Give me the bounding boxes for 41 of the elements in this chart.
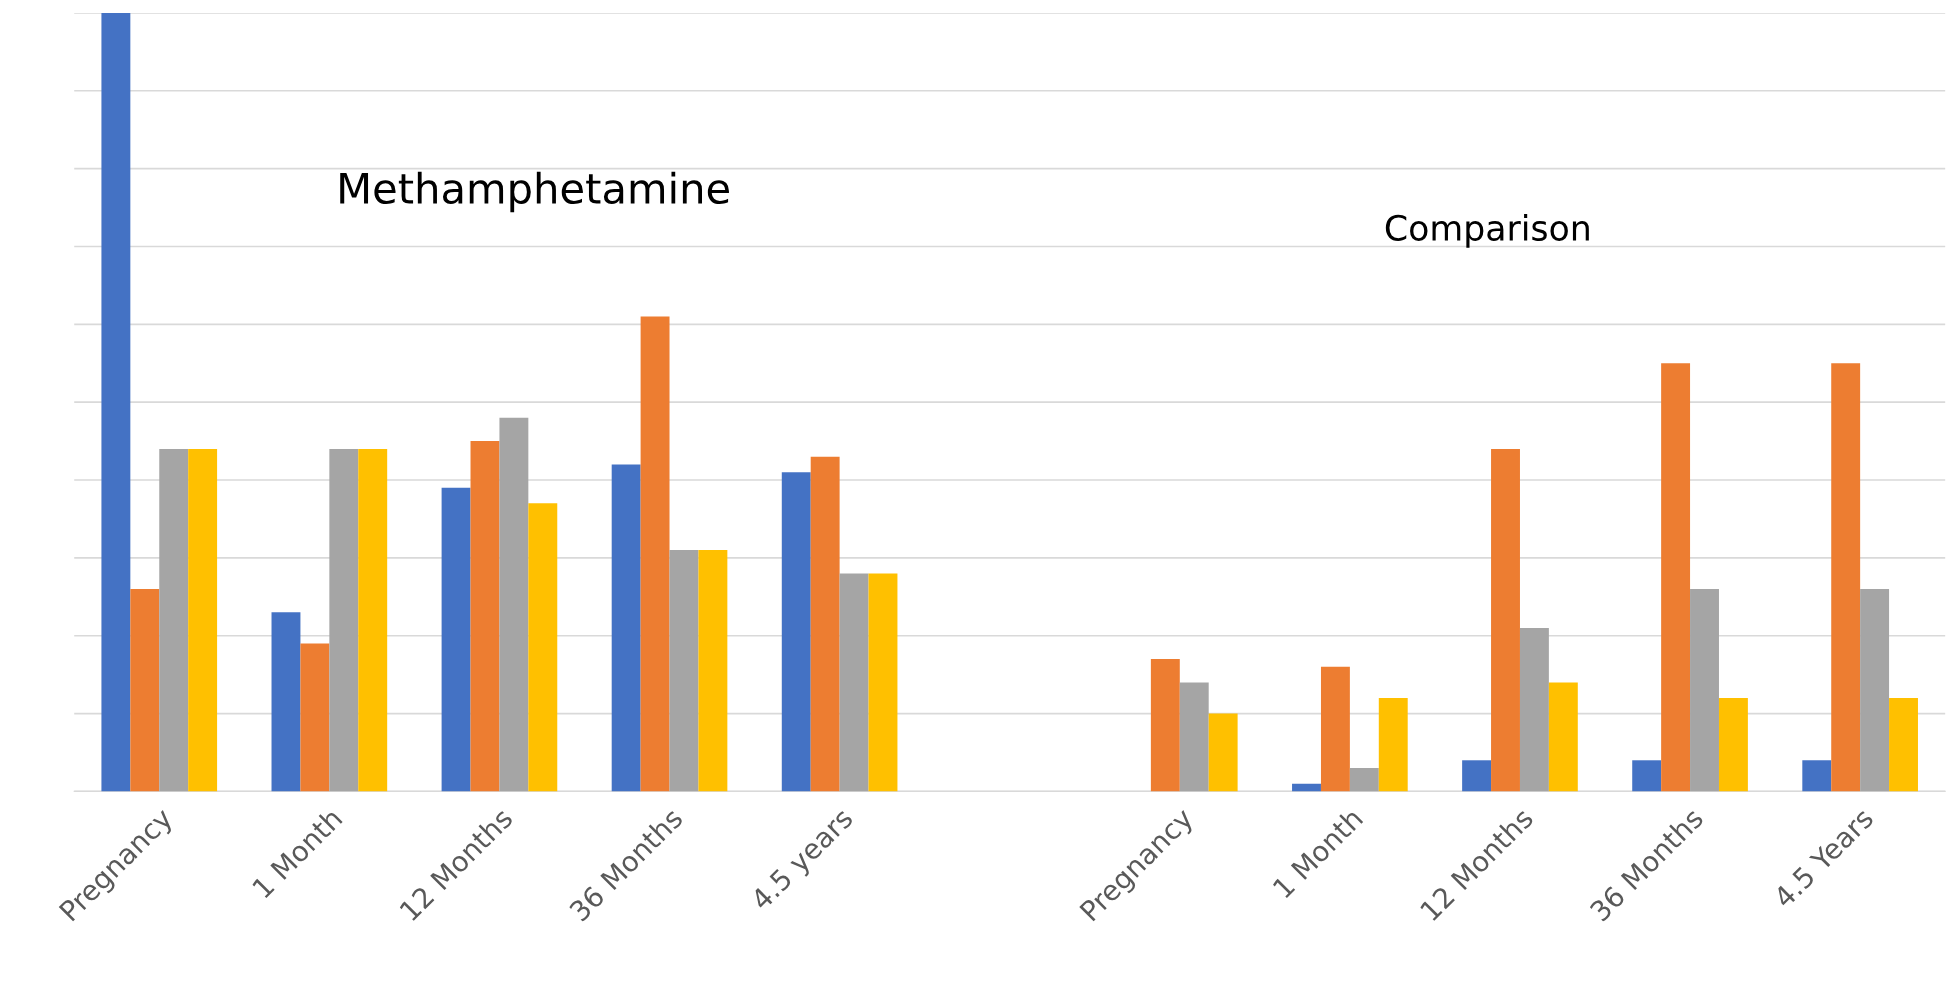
bar	[1519, 627, 1549, 792]
bar	[669, 550, 699, 792]
bar	[781, 472, 811, 792]
bar	[1889, 698, 1918, 792]
bar	[868, 573, 898, 792]
bar	[101, 12, 131, 792]
bar	[329, 448, 359, 792]
bar	[1661, 363, 1691, 792]
bar	[698, 550, 728, 792]
bar	[441, 487, 471, 792]
bar	[839, 573, 869, 792]
bar	[1802, 760, 1832, 792]
bar	[1179, 682, 1209, 792]
bar	[130, 589, 160, 792]
bar	[358, 448, 388, 792]
bar	[300, 643, 330, 792]
bar	[1690, 589, 1719, 792]
bar	[188, 448, 218, 792]
bar	[1378, 698, 1408, 792]
bar	[1831, 363, 1861, 792]
bar	[271, 612, 301, 792]
bar	[528, 503, 558, 792]
bar	[640, 316, 670, 792]
bar	[499, 417, 529, 792]
bar	[1462, 760, 1492, 792]
bar	[1208, 713, 1238, 792]
bar	[1548, 682, 1578, 792]
annotation: Methamphetamine	[340, 171, 729, 213]
bar	[611, 464, 641, 792]
bar	[1632, 760, 1662, 792]
bar	[1292, 783, 1321, 792]
bar	[1491, 448, 1520, 792]
annotation: Comparison	[1385, 214, 1589, 248]
bar	[1860, 589, 1890, 792]
bar	[810, 456, 840, 792]
bar	[1320, 666, 1350, 792]
bar	[1150, 659, 1180, 792]
bar	[470, 441, 500, 792]
bar	[1718, 698, 1748, 792]
bar	[159, 448, 189, 792]
bar	[1349, 768, 1379, 792]
